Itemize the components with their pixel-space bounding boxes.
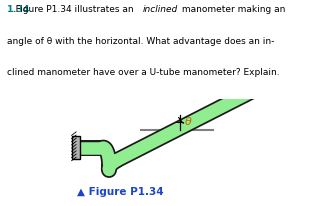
Text: Figure P1.34 illustrates an: Figure P1.34 illustrates an xyxy=(7,5,136,14)
Text: angle of θ with the horizontal. What advantage does an in-: angle of θ with the horizontal. What adv… xyxy=(7,37,274,46)
Text: ▲ Figure P1.34: ▲ Figure P1.34 xyxy=(77,187,164,197)
Text: inclined: inclined xyxy=(143,5,178,14)
Ellipse shape xyxy=(251,90,254,92)
Text: 1.34: 1.34 xyxy=(7,5,30,14)
Ellipse shape xyxy=(250,90,254,92)
Text: clined manometer have over a U-tube manometer? Explain.: clined manometer have over a U-tube mano… xyxy=(7,68,279,77)
Bar xyxy=(72,136,80,159)
Text: manometer making an: manometer making an xyxy=(179,5,286,14)
Text: θ: θ xyxy=(184,117,191,127)
